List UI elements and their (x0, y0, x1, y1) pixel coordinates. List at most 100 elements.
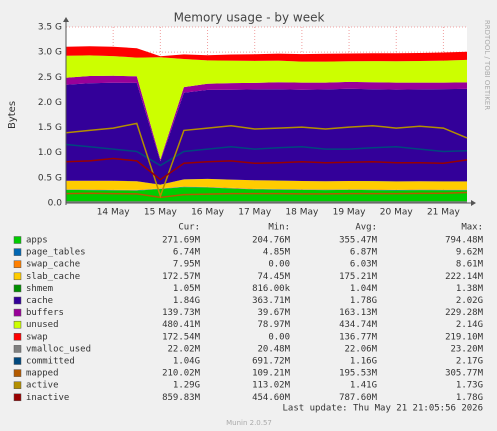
legend-stat: 1.84G (173, 296, 200, 306)
legend-stat: 355.47M (339, 236, 378, 246)
legend-stat: 23.20M (450, 344, 483, 354)
legend-stat: 109.21M (252, 369, 291, 379)
area (66, 187, 467, 203)
legend-stat: 78.97M (257, 320, 290, 330)
legend-label: cache (26, 296, 53, 306)
legend-header: Avg: (355, 223, 377, 233)
line (65, 122, 468, 199)
x-axis-arrow (471, 200, 476, 206)
chart-title: Memory usage - by week (174, 11, 325, 25)
legend-stat: 1.29G (173, 381, 200, 391)
plot-marks (65, 46, 468, 203)
legend-header: Cur: (178, 223, 200, 233)
legend-swatch (13, 296, 22, 305)
legend-stat: 1.04G (173, 357, 200, 367)
legend-swatch (13, 308, 22, 317)
legend-stat: 20.48M (257, 344, 290, 354)
legend-stat: 219.10M (445, 332, 484, 342)
y-tick-label: 2.5 G (38, 73, 62, 83)
legend-stat: 1.41G (350, 381, 377, 391)
legend-swatch (13, 320, 22, 329)
rrdtool-credit: RRDTOOL / TOBI OETIKER (483, 20, 491, 110)
legend-swatch (13, 357, 22, 365)
area (66, 55, 467, 160)
legend-stat: 2.02G (456, 296, 483, 306)
legend-swatch (13, 272, 22, 281)
legend-header: Min: (268, 223, 290, 233)
legend-stat: 305.77M (445, 369, 484, 379)
legend-stat: 1.78G (456, 393, 483, 403)
legend-label: page_tables (26, 248, 86, 258)
legend-stat: 113.02M (252, 381, 291, 391)
legend-stat: 794.48M (445, 236, 484, 246)
legend: Cur: Min: Avg: Max: apps 271.69M 204.76M 355.47… (13, 223, 484, 403)
legend-stat: 222.14M (445, 272, 484, 282)
legend-stat: 39.67M (257, 308, 290, 318)
x-tick-label: 16 May (191, 208, 225, 218)
y-tick-label: 1.0 G (38, 148, 62, 158)
line (65, 143, 468, 167)
legend-label: active (26, 381, 59, 391)
legend-stat: 229.28M (445, 308, 484, 318)
line (65, 191, 468, 199)
legend-swatch (13, 284, 22, 293)
munin-version: Munin 2.0.57 (226, 419, 272, 427)
legend-stat: 163.13M (339, 308, 378, 318)
legend-stat: 175.21M (339, 272, 378, 282)
legend-stat: 8.61M (456, 260, 484, 270)
y-tick-label: 2.0 G (38, 98, 62, 108)
line (65, 157, 468, 181)
legend-stat: 195.53M (339, 369, 378, 379)
legend-stat: 1.04M (350, 284, 378, 294)
legend-stat: 1.05M (173, 284, 201, 294)
legend-stat: 6.74M (173, 248, 201, 258)
x-tick-label: 19 May (333, 208, 367, 218)
x-tick-label: 20 May (380, 208, 414, 218)
legend-stat: 1.78G (350, 296, 377, 306)
legend-stat: 434.74M (339, 320, 378, 330)
legend-swatch (13, 260, 22, 268)
legend-stat: 22.02M (167, 344, 200, 354)
legend-stat: 7.95M (173, 260, 201, 270)
legend-header: Max: (461, 223, 483, 233)
y-tick-label: 0.0 (48, 199, 63, 209)
legend-label: buffers (26, 308, 64, 318)
legend-stat: 1.73G (456, 381, 483, 391)
legend-stat: 480.41M (162, 320, 201, 330)
legend-label: slab_cache (26, 272, 80, 282)
legend-stat: 9.62M (456, 248, 484, 258)
y-tick-label: 3.5 G (38, 23, 62, 33)
legend-stat: 271.69M (162, 236, 201, 246)
legend-label: shmem (26, 284, 53, 294)
legend-label: mapped (26, 369, 59, 379)
legend-stat: 0.00 (268, 260, 290, 270)
legend-swatch (13, 333, 22, 341)
area (66, 178, 467, 190)
legend-stat: 816.00k (252, 284, 291, 294)
legend-stat: 74.45M (257, 272, 290, 282)
legend-swatch (13, 369, 22, 377)
x-tick-label: 18 May (285, 208, 319, 218)
legend-stat: 6.87M (350, 248, 378, 258)
legend-label: unused (26, 320, 59, 330)
legend-stat: 454.60M (252, 393, 291, 403)
legend-label: swap_cache (26, 260, 80, 270)
legend-stat: 859.83M (162, 393, 201, 403)
legend-label: swap (26, 332, 48, 342)
legend-stat: 2.14G (456, 320, 483, 330)
x-tick-label: 14 May (97, 208, 131, 218)
legend-label: apps (26, 236, 48, 246)
area (66, 82, 467, 185)
last-update: Last update: Thu May 21 21:05:56 2026 (283, 404, 483, 414)
legend-stat: 787.60M (339, 393, 378, 403)
area (66, 186, 467, 191)
legend-stat: 363.71M (252, 296, 291, 306)
y-axis-label: Bytes (7, 101, 18, 129)
legend-swatch (13, 345, 22, 353)
x-tick-label: 21 May (427, 208, 461, 218)
x-tick-label: 17 May (238, 208, 272, 218)
legend-stat: 2.17G (456, 357, 483, 367)
legend-stat: 1.38M (456, 284, 484, 294)
